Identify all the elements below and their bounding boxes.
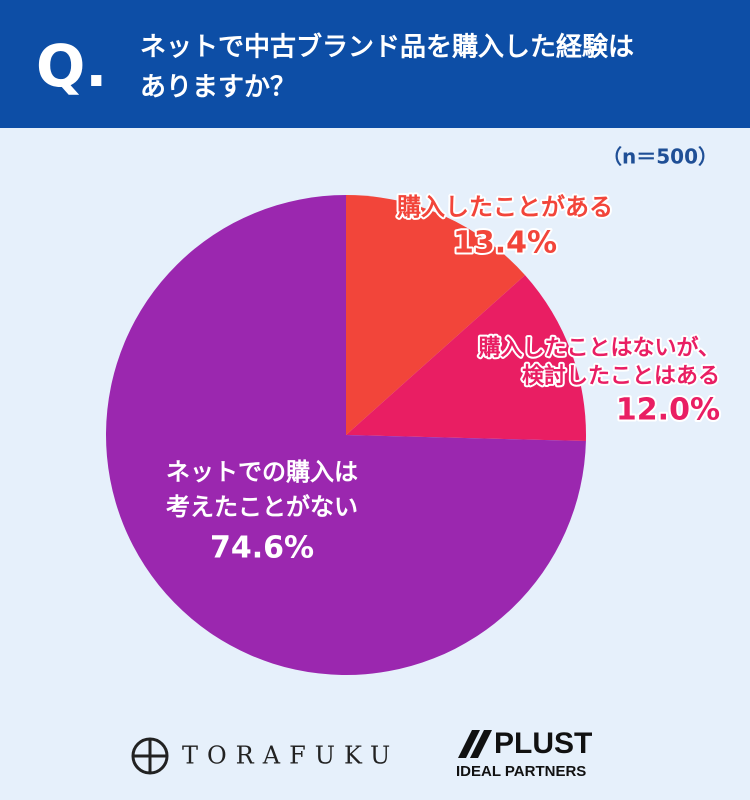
logo-icon: [458, 730, 492, 758]
title-line: ネットで中古ブランド品を購入した経験は: [140, 32, 634, 63]
logo-text: PLUST: [494, 727, 592, 760]
pie-slice: [346, 275, 586, 442]
sample-note: （n＝500）: [602, 145, 718, 169]
pie-slice: [346, 195, 526, 435]
title-line: ありますか？: [140, 73, 296, 103]
q-mark: Q.: [36, 32, 107, 100]
pie-labels: 購入したことがある 13.4% 購入したことはないが、検討したことはある 12.0% ネ…: [166, 191, 722, 566]
slice-label: 考えたことがない: [166, 493, 358, 521]
torafuku-logo: TORAFUKU: [131, 737, 399, 775]
value-label: 13.4%: [453, 226, 557, 261]
slice-label: ネットでの購入は: [166, 458, 358, 486]
logo-text: TORAFUKU: [182, 742, 399, 770]
value-label: 12.0%: [616, 393, 720, 428]
slice-label: 購入したことはないが、: [478, 335, 720, 361]
plust-logo: PLUST IDEAL PARTNERS: [456, 727, 592, 780]
slice-label: 購入したことがある: [397, 193, 613, 221]
header-band: [0, 0, 750, 128]
pie: [106, 195, 586, 675]
logo-subtext: IDEAL PARTNERS: [456, 763, 586, 780]
pie-slice: [106, 195, 586, 675]
slice-label: 検討したことはある: [522, 363, 720, 389]
value-label: 74.6%: [210, 531, 314, 566]
